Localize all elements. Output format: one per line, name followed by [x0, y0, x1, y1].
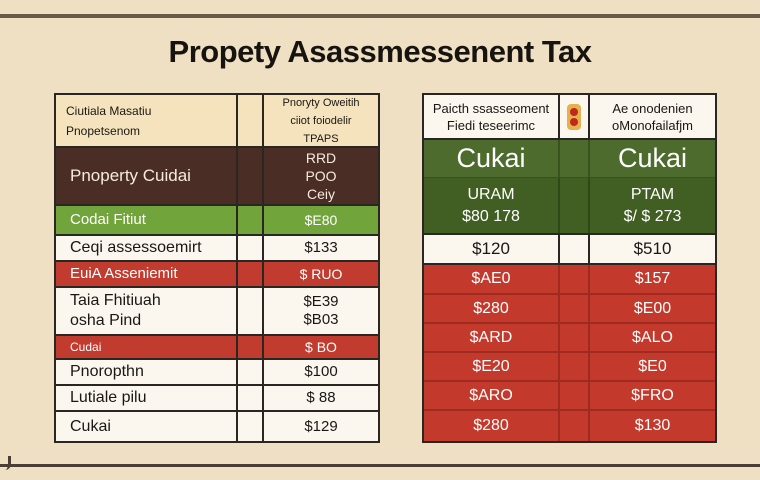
left-tax-table: Ciutiala Masatiu Pnopetsenom Pnoryty Owe…: [54, 93, 380, 443]
row-value: $ BO: [305, 339, 337, 355]
row-value: $E39: [303, 293, 339, 310]
row-value: $B03: [303, 311, 339, 328]
row-value: RRD: [305, 150, 337, 166]
header-value-line: ciiot foiodelir: [290, 114, 352, 127]
row-label: Taia Fhitiuah: [70, 292, 161, 309]
table-row: $280 $E00: [424, 295, 715, 324]
row-title: Cukai: [617, 143, 688, 173]
header-line: Paicth ssasseoment: [432, 100, 550, 116]
row-value: $FRO: [631, 386, 674, 404]
row-value: Ceiy: [306, 186, 335, 202]
left-header-value: Pnoryty Oweitih ciiot foiodelir TPAPS: [264, 95, 378, 146]
row-label: Lutiale pilu: [70, 389, 147, 406]
row-label: Cudai: [70, 340, 102, 354]
table-row: Cudai $ BO: [56, 336, 378, 360]
table-row: Ceqi assessoemirt $133: [56, 236, 378, 262]
table-row: Codai Fitiut $E80: [56, 206, 378, 236]
row-value: $ 88: [306, 389, 336, 406]
row-value: $E80: [304, 212, 338, 228]
row-value: $AE0: [471, 270, 511, 287]
table-row: Lutiale pilu $ 88: [56, 386, 378, 412]
right-tax-table: Paicth ssasseoment Fiedi teseerimc Ae on…: [422, 93, 717, 443]
page-title: Propety Asassmessenent Tax: [168, 34, 592, 69]
row-label: Pnoperty Cuidai: [70, 166, 191, 185]
row-value: URAM: [467, 185, 515, 203]
row-value: $ARO: [469, 386, 513, 404]
row-value: $E00: [633, 299, 672, 317]
row-value: $E20: [472, 357, 510, 375]
row-value: $ALO: [632, 328, 673, 346]
table-row: Taia Fhitiuah osha Pind $E39 $B03: [56, 288, 378, 336]
header-line: Ae onodenien: [612, 100, 693, 116]
row-value: POO: [305, 168, 337, 184]
row-value: $133: [304, 239, 338, 256]
table-row: $E20 $E0: [424, 353, 715, 382]
row-label: osha Pind: [70, 312, 142, 329]
table-row: $AE0 $157: [424, 265, 715, 295]
header-line: Fiedi teseerimc: [446, 117, 536, 133]
top-border: [0, 14, 760, 18]
table-row: $280 $130: [424, 411, 715, 441]
bottom-left-corner: [0, 456, 11, 470]
row-value: $129: [304, 417, 338, 435]
row-label: Codai Fitiut: [70, 211, 146, 228]
header-label-line: Ciutiala Masatiu: [66, 103, 152, 118]
row-value: $100: [304, 363, 338, 380]
row-value: $80 178: [462, 207, 520, 225]
row-title: Cukai: [456, 143, 526, 173]
right-header-col3: Ae onodenien oMonofailafjm: [590, 95, 715, 138]
row-label: Cukai: [70, 417, 111, 435]
row-value: $120: [472, 239, 510, 258]
left-table-header: Ciutiala Masatiu Pnopetsenom Pnoryty Owe…: [56, 95, 378, 148]
row-value: $280: [473, 417, 509, 434]
bottom-border: [0, 464, 760, 467]
table-row: $ARO $FRO: [424, 382, 715, 411]
row-label: EuiA Asseniemit: [70, 265, 178, 282]
row-value: $157: [634, 270, 671, 287]
row-value: $130: [634, 417, 671, 434]
left-header-label: Ciutiala Masatiu Pnopetsenom: [56, 95, 238, 146]
header-value-line: Pnoryty Oweitih: [282, 96, 360, 109]
row-value: $E0: [638, 357, 667, 375]
sub-row: URAM $80 178 PTAM $/ $ 273: [424, 178, 715, 235]
row-value: $ RUO: [299, 266, 343, 282]
header-line: oMonofailafjm: [612, 117, 693, 133]
total-row: $120 $510: [424, 235, 715, 265]
table-row: Cukai $129: [56, 412, 378, 441]
row-value: PTAM: [630, 185, 675, 203]
header-label-line: Pnopetsenom: [66, 123, 141, 138]
header-value-line: TPAPS: [303, 132, 339, 145]
row-value: $/ $ 273: [623, 207, 682, 225]
table-row: EuiA Asseniemit $ RUO: [56, 262, 378, 288]
row-value: $510: [633, 239, 672, 258]
right-table-header: Paicth ssasseoment Fiedi teseerimc Ae on…: [424, 95, 715, 140]
title-row: Cukai Cukai: [424, 140, 715, 178]
row-value: $280: [473, 299, 509, 317]
row-value: $ARD: [469, 328, 513, 346]
traffic-light-icon: [567, 103, 581, 130]
row-label: Pnoropthn: [70, 363, 144, 380]
table-row: Pnoperty Cuidai RRD POO Ceiy: [56, 148, 378, 206]
table-row: Pnoropthn $100: [56, 360, 378, 386]
row-label: Ceqi assessoemirt: [70, 239, 202, 256]
right-header-col1: Paicth ssasseoment Fiedi teseerimc: [424, 95, 558, 138]
table-row: $ARD $ALO: [424, 324, 715, 353]
